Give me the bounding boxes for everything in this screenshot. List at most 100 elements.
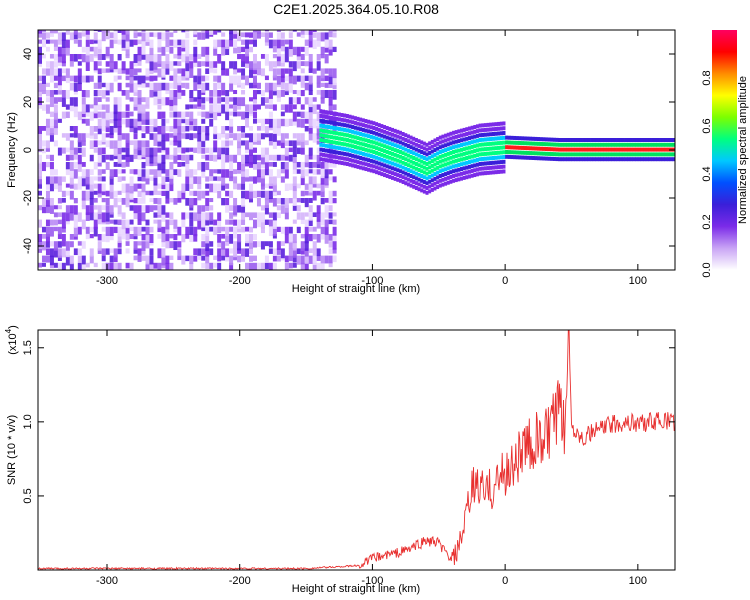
noise-cell: [292, 118, 297, 126]
signal-cell: [592, 142, 596, 147]
noise-cell: [89, 54, 94, 62]
signal-cell: [364, 138, 368, 143]
signal-cell: [629, 138, 633, 142]
noise-cell: [237, 75, 242, 86]
x-tick-label: -300: [96, 275, 118, 287]
noise-cell: [53, 118, 58, 129]
signal-cell: [560, 157, 564, 162]
signal-cell: [324, 148, 328, 153]
signal-cell: [356, 145, 360, 150]
signal-cell: [462, 142, 466, 147]
signal-cell: [507, 154, 511, 159]
noise-cell: [133, 32, 138, 39]
signal-cell: [510, 145, 514, 150]
noise-cell: [237, 162, 242, 170]
signal-cell: [494, 141, 498, 146]
noise-cell: [105, 46, 110, 57]
noise-cell: [101, 198, 106, 203]
noise-cell: [296, 183, 301, 189]
noise-cell: [205, 219, 210, 226]
noise-cell: [169, 133, 174, 138]
noise-cell: [145, 226, 150, 236]
signal-cell: [465, 132, 469, 136]
noise-cell: [113, 162, 118, 167]
noise-cell: [85, 183, 90, 190]
signal-cell: [383, 153, 387, 158]
signal-cell: [526, 150, 530, 155]
signal-cell: [672, 152, 675, 157]
noise-cell: [129, 39, 134, 47]
noise-cell: [320, 133, 325, 143]
noise-cell: [93, 162, 98, 170]
noise-cell: [233, 104, 238, 112]
signal-cell: [600, 138, 604, 142]
noise-cell: [276, 68, 281, 75]
colorbar-tick-label: 0.0: [701, 262, 713, 277]
noise-cell: [53, 126, 58, 135]
noise-cell: [89, 205, 94, 214]
noise-cell: [41, 39, 46, 48]
noise-cell: [45, 104, 50, 114]
noise-cell: [284, 183, 289, 191]
noise-cell: [225, 190, 230, 197]
signal-cell: [444, 138, 448, 143]
signal-cell: [364, 157, 368, 162]
noise-cell: [268, 219, 273, 227]
noise-cell: [49, 198, 54, 206]
signal-cell: [351, 129, 355, 134]
signal-cell: [321, 138, 325, 143]
noise-cell: [316, 255, 321, 262]
noise-cell: [117, 176, 122, 182]
noise-cell: [284, 162, 289, 169]
signal-cell: [497, 165, 501, 170]
signal-cell: [332, 140, 336, 145]
signal-cell: [481, 147, 485, 152]
signal-cell: [664, 147, 668, 152]
noise-cell: [185, 147, 190, 153]
noise-cell: [177, 162, 182, 168]
noise-cell: [292, 46, 297, 56]
noise-cell: [221, 104, 226, 114]
signal-cell: [414, 186, 418, 190]
signal-cell: [385, 145, 389, 150]
signal-cell: [388, 126, 392, 131]
noise-cell: [89, 111, 94, 121]
signal-cell: [417, 163, 421, 168]
noise-cell: [173, 219, 178, 229]
noise-cell: [85, 46, 90, 56]
signal-cell: [425, 166, 429, 171]
noise-cell: [284, 75, 289, 82]
signal-cell: [544, 147, 548, 151]
noise-cell: [185, 234, 190, 239]
signal-cell: [348, 153, 352, 158]
noise-cell: [81, 205, 86, 210]
noise-cell: [320, 255, 325, 264]
signal-cell: [385, 159, 389, 164]
signal-cell: [613, 157, 617, 162]
signal-cell: [483, 151, 487, 156]
signal-cell: [375, 131, 379, 136]
noise-cell: [165, 198, 170, 204]
signal-cell: [327, 129, 331, 134]
signal-cell: [324, 134, 328, 139]
noise-cell: [201, 104, 206, 110]
signal-cell: [632, 147, 636, 152]
noise-cell: [157, 183, 162, 189]
noise-cell: [209, 68, 214, 73]
noise-cell: [276, 75, 281, 85]
signal-cell: [475, 138, 479, 143]
noise-cell: [284, 118, 289, 127]
noise-cell: [93, 126, 98, 132]
signal-cell: [651, 147, 655, 152]
signal-cell: [393, 138, 397, 143]
noise-cell: [49, 154, 54, 162]
noise-cell: [97, 30, 102, 32]
noise-cell: [53, 248, 58, 258]
signal-cell: [483, 161, 487, 166]
noise-cell: [320, 97, 325, 104]
noise-cell: [149, 162, 154, 167]
signal-cell: [483, 137, 487, 142]
noise-cell: [61, 75, 66, 82]
noise-cell: [252, 140, 257, 145]
noise-cell: [185, 176, 190, 184]
